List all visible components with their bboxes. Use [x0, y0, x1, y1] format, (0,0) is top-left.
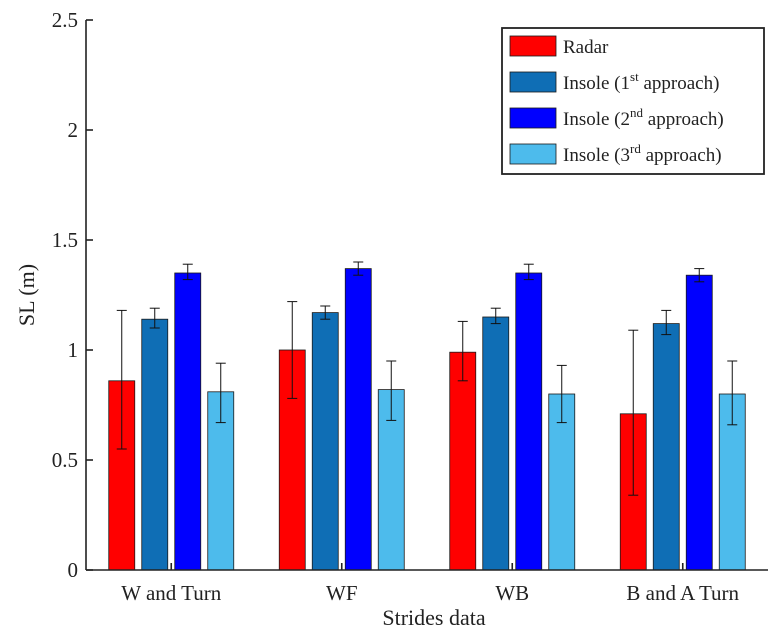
legend-swatch-3	[509, 107, 557, 129]
legend-label-1: Radar	[563, 37, 609, 58]
x-tick-label: WB	[495, 581, 529, 605]
bar-3-1	[174, 272, 202, 571]
y-tick-label: 2.5	[52, 8, 78, 32]
y-axis-label: SL (m)	[14, 264, 39, 326]
y-tick-label: 1	[68, 338, 79, 362]
error-bars-layer	[116, 261, 738, 496]
bar-1-3	[449, 351, 477, 571]
x-tick-label: B and A Turn	[626, 581, 739, 605]
x-axis-label: Strides data	[382, 605, 485, 630]
legend-entries: Radar Insole (1st approach) Insole (2nd ap…	[509, 35, 724, 166]
y-tick-label: 0	[68, 558, 79, 582]
legend: Radar Insole (1st approach) Insole (2nd ap…	[501, 27, 765, 175]
bar-3-2	[344, 268, 372, 571]
bar-3-4	[685, 274, 713, 571]
legend-label-3: Insole (2nd approach)	[563, 105, 724, 130]
bars-layer	[108, 268, 746, 571]
legend-swatch-2	[509, 71, 557, 93]
legend-label-4: Insole (3rd approach)	[563, 141, 722, 166]
y-tick-label: 1.5	[52, 228, 78, 252]
bar-2-4	[652, 323, 680, 571]
x-tick-label: WF	[326, 581, 358, 605]
axes-layer: W and Turn WF WB B and A Turn 0 0.5 1 1.5 2 2.5	[52, 8, 768, 605]
legend-label-2: Insole (1st approach)	[563, 69, 719, 94]
bar-2-1	[141, 318, 169, 571]
y-tick-label: 0.5	[52, 448, 78, 472]
legend-swatch-4	[509, 143, 557, 165]
x-tick-label: W and Turn	[121, 581, 221, 605]
y-tick-label: 2	[68, 118, 79, 142]
bar-4-2	[377, 389, 405, 571]
bar-3-3	[515, 272, 543, 571]
legend-swatch-1	[509, 35, 557, 57]
bar-2-2	[311, 312, 339, 571]
bar-2-3	[482, 316, 510, 571]
